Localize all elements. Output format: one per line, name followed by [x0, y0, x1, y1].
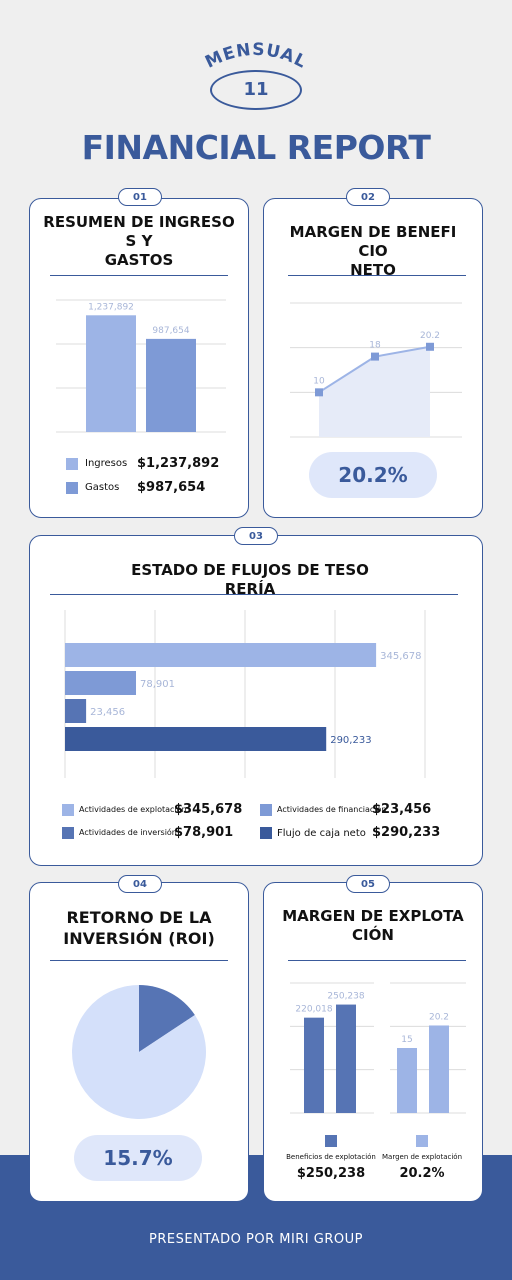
card-rule-02: [288, 275, 466, 276]
bar-data-label: 220,018: [295, 1005, 332, 1015]
bar-ingresos: [86, 315, 136, 432]
bar-data-label: 345,678: [380, 651, 421, 662]
bar-data-label: 20.2: [429, 1012, 449, 1022]
chart-income-expenses: 1,237,892 987,654: [56, 299, 226, 433]
legend-swatch: [62, 804, 74, 816]
bar-operating-margin: [397, 1048, 417, 1113]
legend-value: $345,678: [174, 802, 243, 817]
legend-value: 20.2%: [399, 1166, 445, 1181]
bar-data-label: 250,238: [327, 992, 364, 1002]
point-data-label: 18: [369, 341, 381, 351]
legend-value: $290,233: [372, 825, 441, 840]
card-title-04: RETORNO DE LA INVERSIÓN (ROI): [63, 908, 215, 948]
card-title-02: MARGEN DE BENEFI CIO NETO: [289, 223, 457, 279]
footer-text: PRESENTADO POR MIRI GROUP: [149, 1232, 363, 1247]
card-title-05: MARGEN DE EXPLOTA CIÓN: [282, 907, 464, 944]
bar-data-label: 290,233: [330, 735, 371, 746]
bar-operating-profit: [336, 1004, 356, 1113]
card-badge-05: 05: [346, 875, 390, 893]
roi-pill: 15.7%: [74, 1135, 202, 1181]
card-title-01: RESUMEN DE INGRESO S Y GASTOS: [43, 213, 235, 269]
legend-label: Actividades de explotación: [79, 805, 187, 814]
legend-label: Actividades de financiación: [277, 805, 387, 814]
bar-data-label: 1,237,892: [88, 302, 134, 312]
month-number: 11: [243, 79, 269, 100]
legend-value: $78,901: [174, 825, 234, 840]
card-cash-flow: [29, 535, 483, 866]
legend-swatch: [260, 804, 272, 816]
bar-flujo-de-caja-neto: [65, 727, 327, 751]
card-badge-01: 01: [118, 188, 162, 206]
point-data-label: 20.2: [420, 331, 440, 341]
area-fill: [319, 346, 430, 437]
card-badge-02: 02: [346, 188, 390, 206]
bar-data-label: 78,901: [140, 679, 175, 690]
bar-data-label: 23,456: [90, 707, 125, 718]
legend-value: $250,238: [296, 1166, 366, 1181]
legend-swatch: [62, 827, 74, 839]
legend-swatch: [416, 1135, 428, 1147]
bar-data-label: 15: [401, 1035, 412, 1045]
legend-label: Beneficios de explotación: [286, 1153, 376, 1161]
bar-operating-profit: [304, 1017, 324, 1113]
header-subtitle: MENSUAL: [202, 40, 309, 73]
legend-swatch: [66, 482, 78, 494]
bar-operating-margin: [429, 1025, 449, 1113]
chart-cash-flow: 345,678 78,901 23,456 290,233: [64, 610, 426, 778]
svg-text:MENSUAL: MENSUAL: [202, 40, 310, 73]
card-rule-05: [288, 960, 466, 961]
data-point: [315, 388, 323, 397]
card-badge-03: 03: [234, 527, 278, 545]
bar-actividades-de-explotaci-n: [65, 643, 377, 667]
chart-roi-pie: [72, 985, 206, 1119]
chart-operating-margin: 220,018 250,238 15 20.2: [290, 982, 466, 1114]
card-badge-04: 04: [118, 875, 162, 893]
legend-swatch: [66, 458, 78, 470]
legend-label: Flujo de caja neto: [277, 828, 366, 839]
card-title-03: ESTADO DE FLUJOS DE TESO RERÍA: [131, 561, 369, 598]
legend-label: Margen de explotación: [381, 1153, 462, 1161]
legend-value: $987,654: [137, 480, 206, 495]
legend-label: Actividades de inversión: [79, 828, 177, 837]
legend-swatch: [325, 1135, 337, 1147]
bar-actividades-de-inversi-n: [65, 671, 137, 695]
mensual-arc-title: MENSUAL: [202, 40, 310, 73]
point-data-label: 10: [313, 376, 325, 386]
bar-gastos: [146, 338, 196, 432]
pie-slice: [139, 985, 195, 1052]
legend-swatch: [260, 827, 272, 839]
bar-actividades-de-financiaci-n: [65, 699, 87, 723]
legend-value: $23,456: [372, 802, 432, 817]
card-rule-04: [50, 960, 228, 961]
chart-net-margin: 10 18 20.2: [290, 302, 462, 438]
data-point: [371, 352, 379, 361]
legend-label: Ingresos: [85, 458, 128, 469]
legend-value: $1,237,892: [137, 456, 220, 471]
page-title: FINANCIAL REPORT: [81, 128, 431, 167]
card-rule-01: [50, 275, 228, 276]
card-rule-03: [50, 594, 458, 595]
pie-slice: [72, 985, 206, 1119]
card-income-expenses: [29, 198, 249, 518]
legend-label: Gastos: [85, 482, 120, 493]
net-margin-pill: 20.2%: [309, 452, 437, 498]
bar-data-label: 987,654: [152, 326, 189, 336]
month-oval: 11: [210, 70, 302, 110]
data-point: [426, 342, 434, 351]
